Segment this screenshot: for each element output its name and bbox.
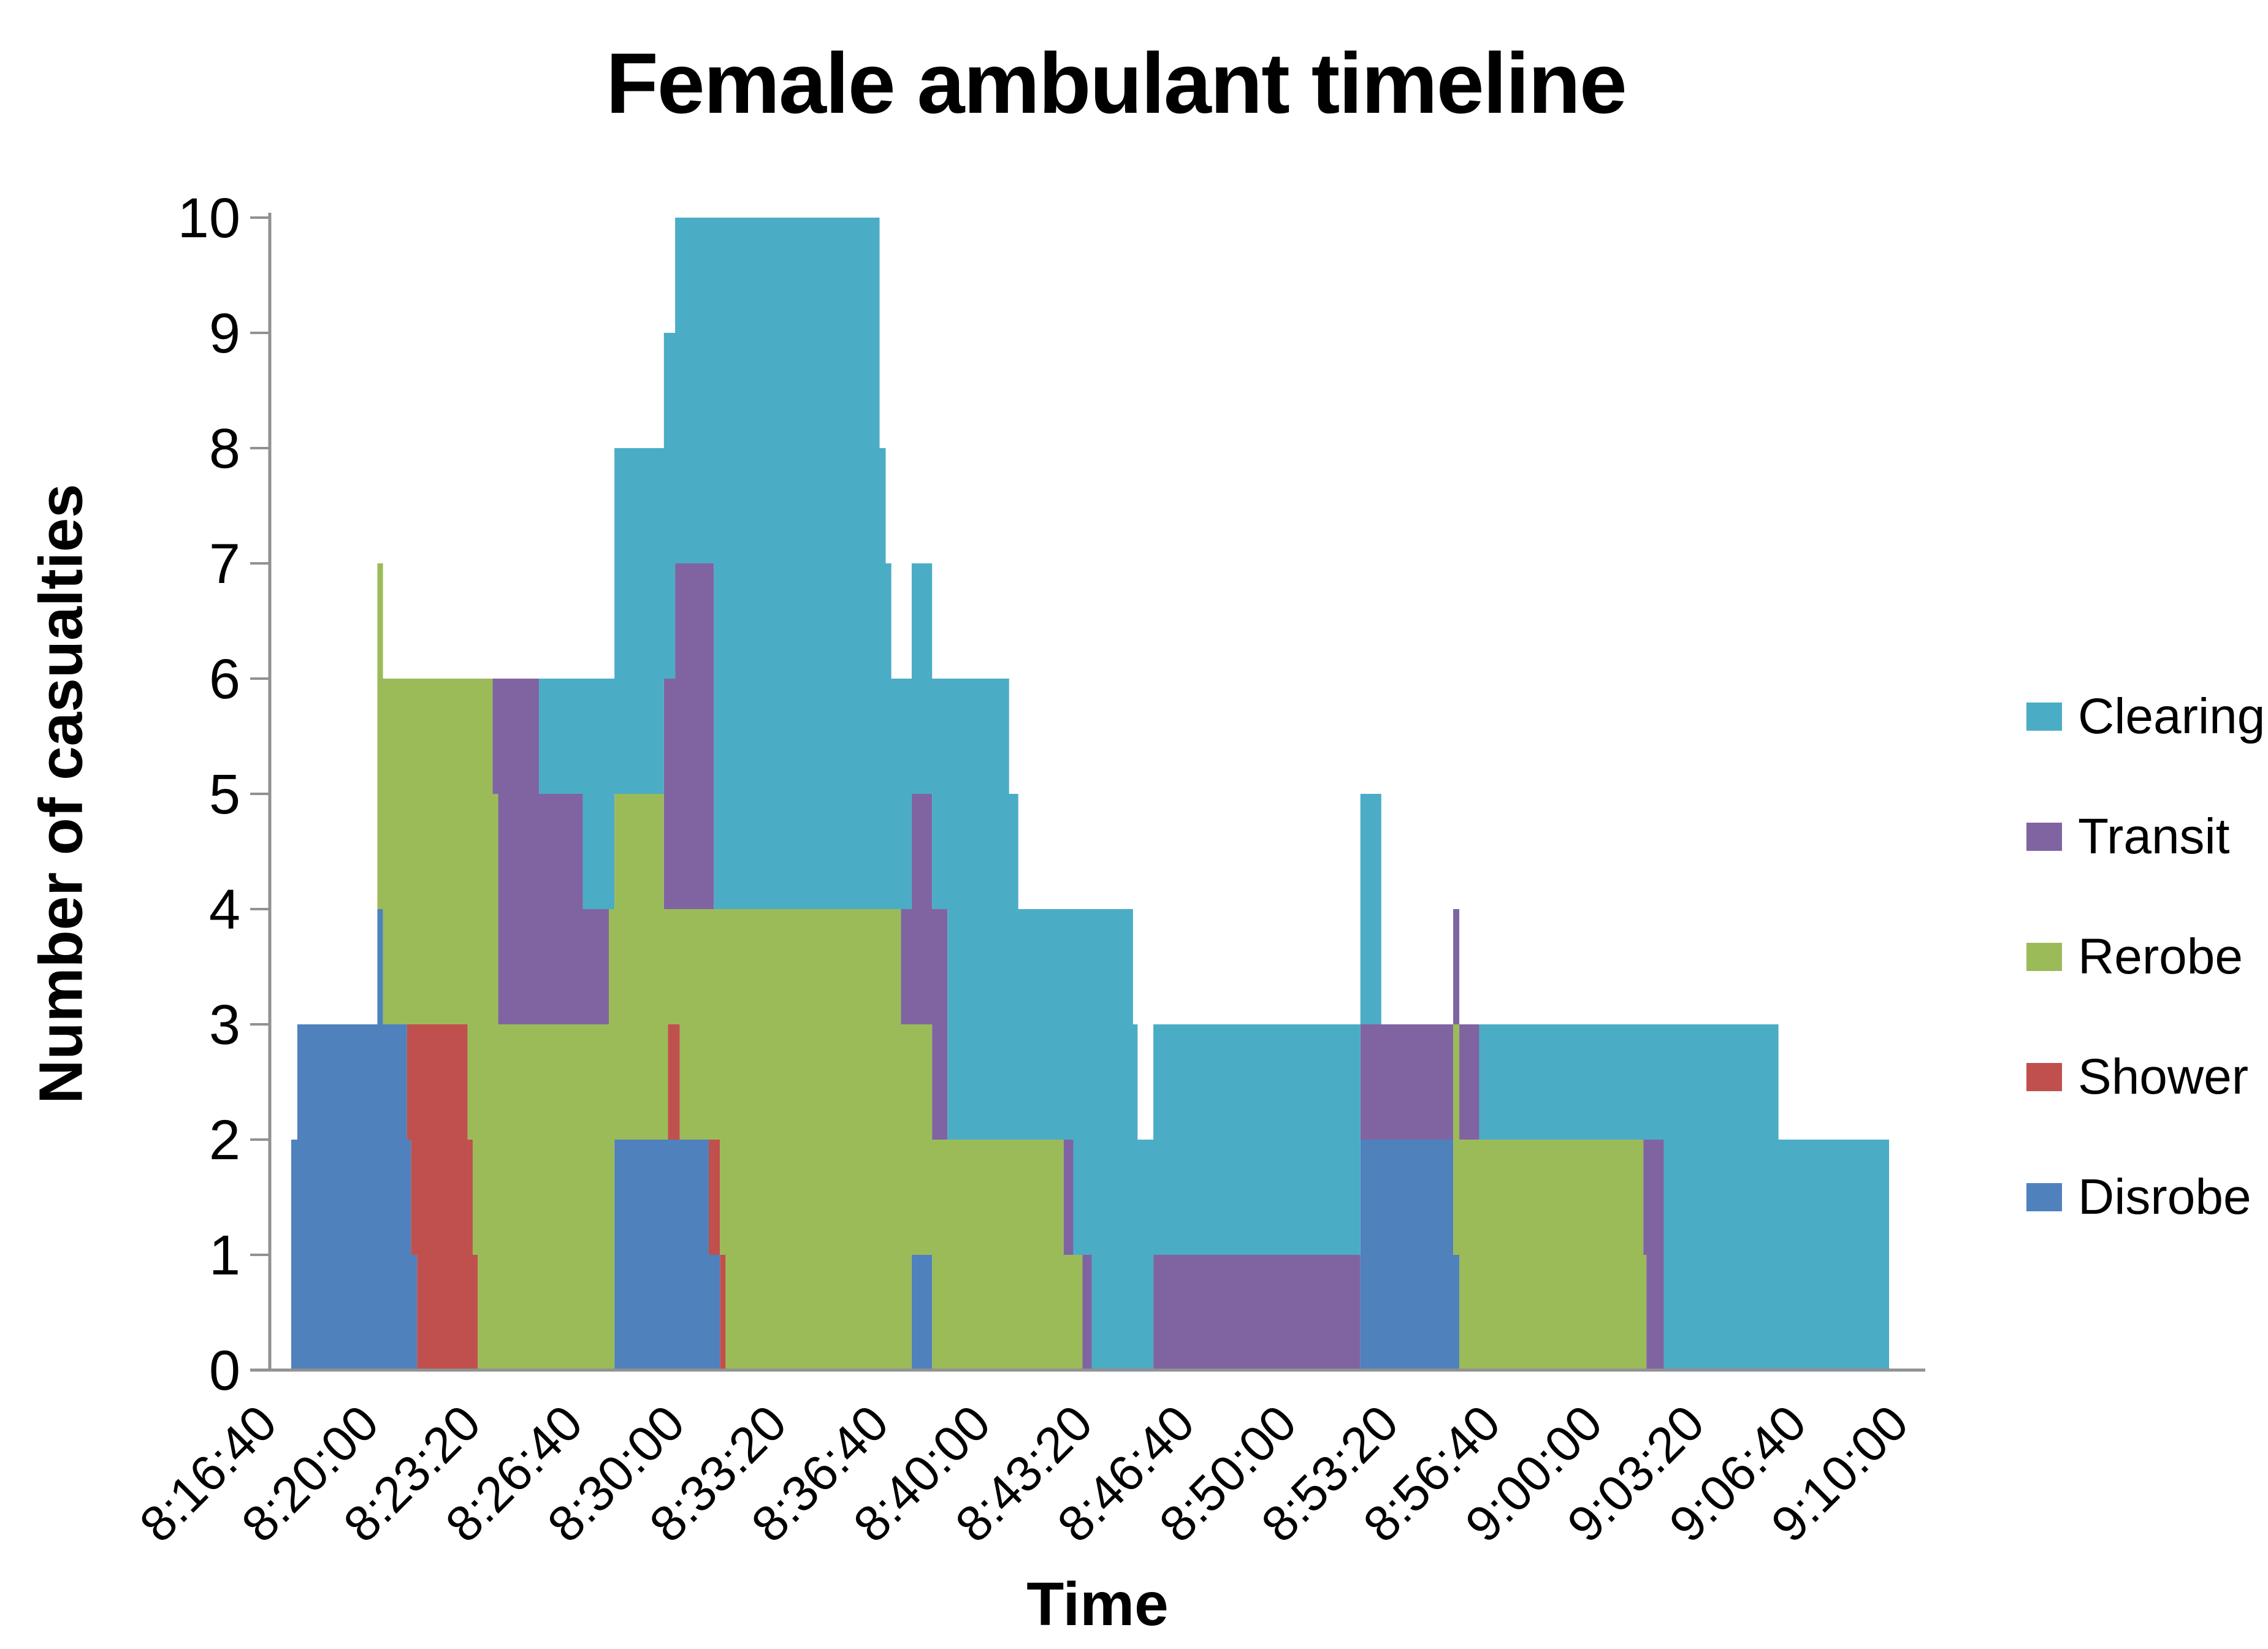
legend-label: Transit [2078, 809, 2230, 864]
y-tick-label: 2 [209, 1109, 240, 1171]
legend-label: Clearing [2078, 688, 2266, 744]
legend-item-transit: Transit [2026, 812, 2265, 862]
y-tick-label: 6 [209, 648, 240, 710]
legend-item-clearing: Clearing [2026, 691, 2265, 742]
series-transit-area [270, 563, 1890, 1370]
y-tick-label: 0 [209, 1339, 240, 1402]
legend-label: Rerobe [2078, 929, 2243, 984]
series-rerobe-area [270, 563, 1890, 1370]
y-tick-label: 10 [178, 187, 240, 249]
clearing-swatch-icon [2026, 703, 2062, 731]
y-tick-label: 3 [209, 994, 240, 1056]
y-tick-label: 5 [209, 763, 240, 826]
y-tick-label: 9 [209, 302, 240, 365]
shower-swatch-icon [2026, 1063, 2062, 1091]
series-disrobe-area [270, 909, 1890, 1370]
rerobe-swatch-icon [2026, 943, 2062, 971]
y-tick-label: 1 [209, 1224, 240, 1287]
legend-item-disrobe: Disrobe [2026, 1172, 2265, 1222]
chart-title: Female ambulant timeline [606, 35, 1627, 131]
legend-item-rerobe: Rerobe [2026, 932, 2265, 982]
x-axis-title: Time [1026, 1570, 1169, 1639]
legend: Clearing Transit Rerobe Shower Disrobe [2026, 691, 2265, 1222]
disrobe-swatch-icon [2026, 1183, 2062, 1211]
legend-label: Shower [2078, 1049, 2249, 1105]
y-tick-label: 8 [209, 417, 240, 480]
series-clearing-area [270, 218, 1890, 1370]
legend-item-shower: Shower [2026, 1052, 2265, 1102]
y-tick-label: 4 [209, 878, 240, 941]
y-tick-label: 7 [209, 533, 240, 595]
legend-label: Disrobe [2078, 1169, 2251, 1225]
transit-swatch-icon [2026, 823, 2062, 851]
